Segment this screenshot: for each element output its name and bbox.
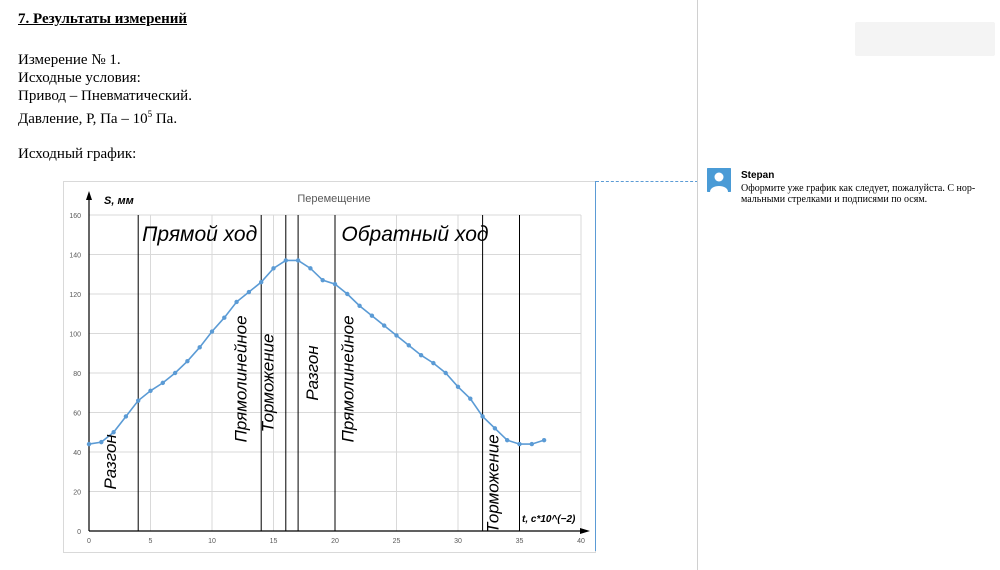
data-point: [160, 380, 165, 386]
data-point: [259, 279, 264, 285]
data-point: [295, 258, 301, 263]
data-point: [357, 303, 362, 309]
data-point: [517, 441, 522, 447]
pressure-exponent: 5: [147, 109, 153, 119]
document-page: 7. Результаты измерений Измерение № 1. И…: [18, 11, 596, 553]
data-point: [86, 441, 92, 447]
phase-label: Прямолинейное: [231, 315, 250, 442]
data-point: [382, 323, 387, 328]
redacted-area: [855, 22, 995, 56]
phase-label: Прямолинейное: [338, 315, 357, 442]
data-point: [222, 315, 227, 320]
y-tick-label: 60: [73, 411, 81, 418]
initial-conditions-label: Исходные условия:: [18, 70, 141, 86]
y-axis-arrow: [86, 191, 92, 200]
x-axis-arrow: [580, 528, 590, 534]
chart-frame[interactable]: 0 20 40 60 80 100 120 140 160 0 5 10 15 20 25 30 35 40 Пер…: [63, 181, 596, 553]
data-point: [480, 414, 485, 419]
x-tick-label: 5: [149, 538, 153, 545]
comments-pane: [698, 0, 1000, 570]
y-tick-label: 160: [69, 213, 81, 220]
data-point: [209, 329, 215, 334]
data-point: [271, 266, 276, 271]
y-tick-label: 80: [73, 371, 81, 378]
comment-text[interactable]: Оформите уже график как следует, пожалуй…: [741, 183, 976, 205]
data-point: [332, 281, 338, 287]
y-tick-label: 140: [69, 253, 81, 260]
measurement-number: Измерение № 1.: [18, 52, 121, 68]
displacement-chart: 0 20 40 60 80 100 120 140 160 0 5 10 15 20 25 30 35 40 Пер…: [69, 191, 590, 545]
y-tick-label: 40: [73, 450, 81, 457]
data-point: [443, 370, 448, 376]
pane-divider: [697, 0, 698, 570]
y-tick-label: 20: [73, 490, 81, 497]
backward-stroke-label: Обратный ход: [341, 223, 488, 246]
data-point: [197, 345, 202, 350]
data-point: [541, 437, 547, 443]
section-heading: 7. Результаты измерений: [18, 11, 187, 27]
graph-caption: Исходный график:: [18, 146, 137, 162]
x-tick-label: 40: [577, 538, 585, 545]
data-point: [505, 437, 510, 443]
data-point: [468, 396, 473, 401]
comment-author[interactable]: Stepan: [741, 170, 775, 181]
pressure-unit: Па.: [152, 111, 178, 127]
data-point: [492, 426, 498, 431]
x-tick-label: 15: [270, 538, 278, 545]
x-tick-label: 30: [454, 538, 462, 545]
data-point: [246, 289, 252, 295]
phase-label: Разгон: [303, 345, 322, 401]
data-point: [394, 333, 399, 338]
x-tick-label: 20: [331, 538, 339, 545]
phase-label: Торможение: [259, 334, 278, 433]
data-point: [345, 291, 350, 297]
pressure-line: Давление, Р, Па – 105 Па.: [18, 105, 177, 128]
series-line: [88, 259, 545, 445]
drive-type: Привод – Пневматический.: [18, 88, 192, 104]
data-point: [99, 439, 104, 445]
phase-label: Разгон: [101, 434, 120, 490]
data-point: [148, 388, 153, 393]
data-point: [234, 299, 239, 305]
data-point: [283, 258, 288, 263]
data-point: [455, 384, 461, 390]
forward-stroke-label: Прямой ход: [142, 223, 257, 246]
data-point: [431, 360, 436, 366]
x-tick-label: 35: [516, 538, 524, 545]
comment-connector: [596, 181, 703, 182]
data-point: [320, 277, 325, 283]
x-tick-label: 10: [208, 538, 216, 545]
x-axis-label: t, c*10^(−2): [522, 514, 576, 525]
data-point: [406, 343, 411, 348]
data-point: [111, 430, 116, 435]
y-tick-label: 0: [77, 529, 81, 536]
chart-title: Перемещение: [297, 193, 370, 205]
data-point: [123, 414, 129, 419]
y-tick-label: 100: [69, 332, 81, 339]
x-tick-label: 0: [87, 538, 91, 545]
pressure-label: Давление, Р, Па – 10: [18, 111, 148, 127]
comment-anchor-line: [595, 181, 596, 551]
phase-label: Торможение: [484, 434, 503, 533]
y-axis-label: S, мм: [104, 195, 134, 207]
data-point: [369, 313, 375, 318]
data-point: [308, 266, 313, 271]
y-tick-label: 120: [69, 292, 81, 299]
data-point: [172, 370, 178, 376]
data-point: [529, 441, 534, 447]
data-point: [185, 358, 190, 364]
user-avatar-icon: [707, 168, 731, 192]
x-tick-label: 25: [393, 538, 401, 545]
data-point: [418, 353, 424, 358]
data-point: [136, 398, 141, 403]
